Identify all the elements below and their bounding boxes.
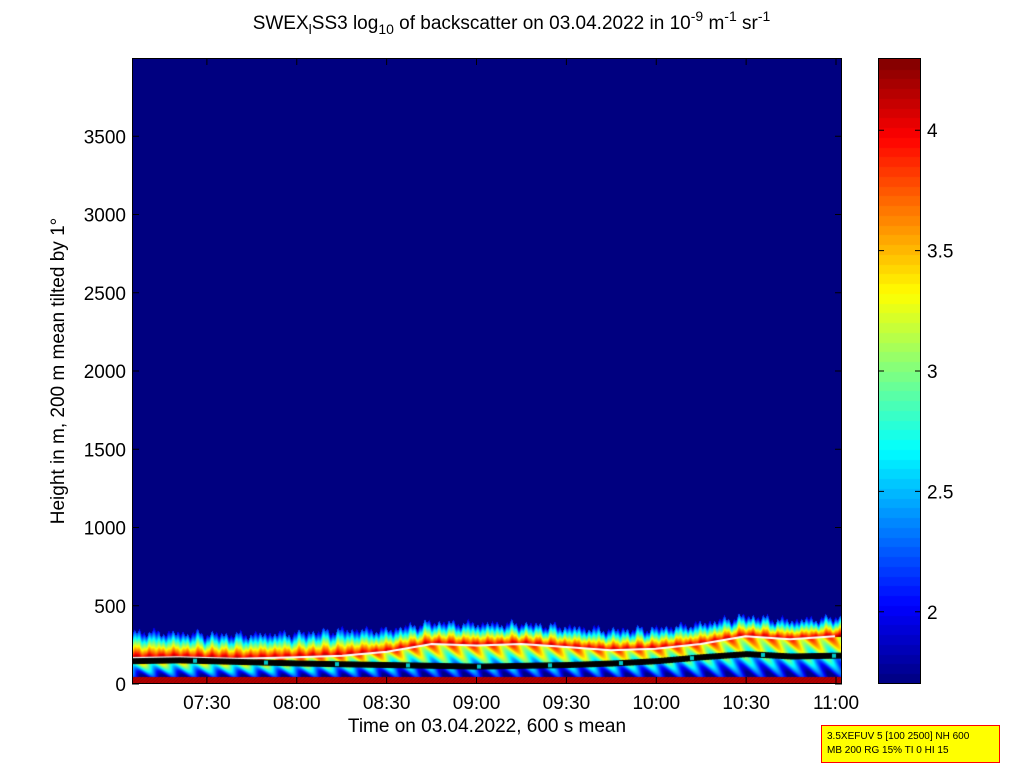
x-tick-label: 07:30 xyxy=(183,693,231,714)
x-axis-label: Time on 03.04.2022, 600 s mean xyxy=(347,716,627,737)
y-tick-label: 2500 xyxy=(84,284,126,305)
colorbar-tick-label: 3 xyxy=(927,362,938,383)
y-tick-label: 2000 xyxy=(84,362,126,383)
x-tick-label: 09:00 xyxy=(453,693,501,714)
settings-line-2: MB 200 RG 15% TI 0 HI 15 xyxy=(827,745,949,756)
y-tick-label: 3000 xyxy=(84,206,126,227)
colorbar-tick-label: 2 xyxy=(927,603,938,624)
x-tick-label: 09:30 xyxy=(543,693,591,714)
plot-area xyxy=(132,58,842,684)
y-tick-label: 0 xyxy=(115,675,126,696)
y-tick-label: 3500 xyxy=(84,127,126,148)
x-tick-label: 10:30 xyxy=(722,693,770,714)
colorbar xyxy=(878,58,921,684)
colorbar-tick-label: 4 xyxy=(927,121,938,142)
x-tick-label: 08:30 xyxy=(363,693,411,714)
backscatter-heatmap xyxy=(133,59,841,683)
y-tick-label: 1500 xyxy=(84,440,126,461)
settings-line-1: 3.5XEFUV 5 [100 2500] NH 600 xyxy=(827,731,970,742)
x-tick-label: 08:00 xyxy=(273,693,321,714)
colorbar-gradient xyxy=(879,59,920,683)
x-tick-label: 10:00 xyxy=(632,693,680,714)
y-tick-label: 500 xyxy=(94,597,126,618)
colorbar-tick-label: 2.5 xyxy=(927,482,953,503)
chart-title: SWEXlSS3 log10 of backscatter on 03.04.2… xyxy=(252,8,771,37)
settings-info-box: 3.5XEFUV 5 [100 2500] NH 600 MB 200 RG 1… xyxy=(821,725,1000,763)
y-axis-label: Height in m, 200 m mean tilted by 1° xyxy=(48,217,69,525)
y-tick-label: 1000 xyxy=(84,519,126,540)
colorbar-tick-label: 3.5 xyxy=(927,242,953,263)
x-tick-label: 11:00 xyxy=(813,693,859,714)
